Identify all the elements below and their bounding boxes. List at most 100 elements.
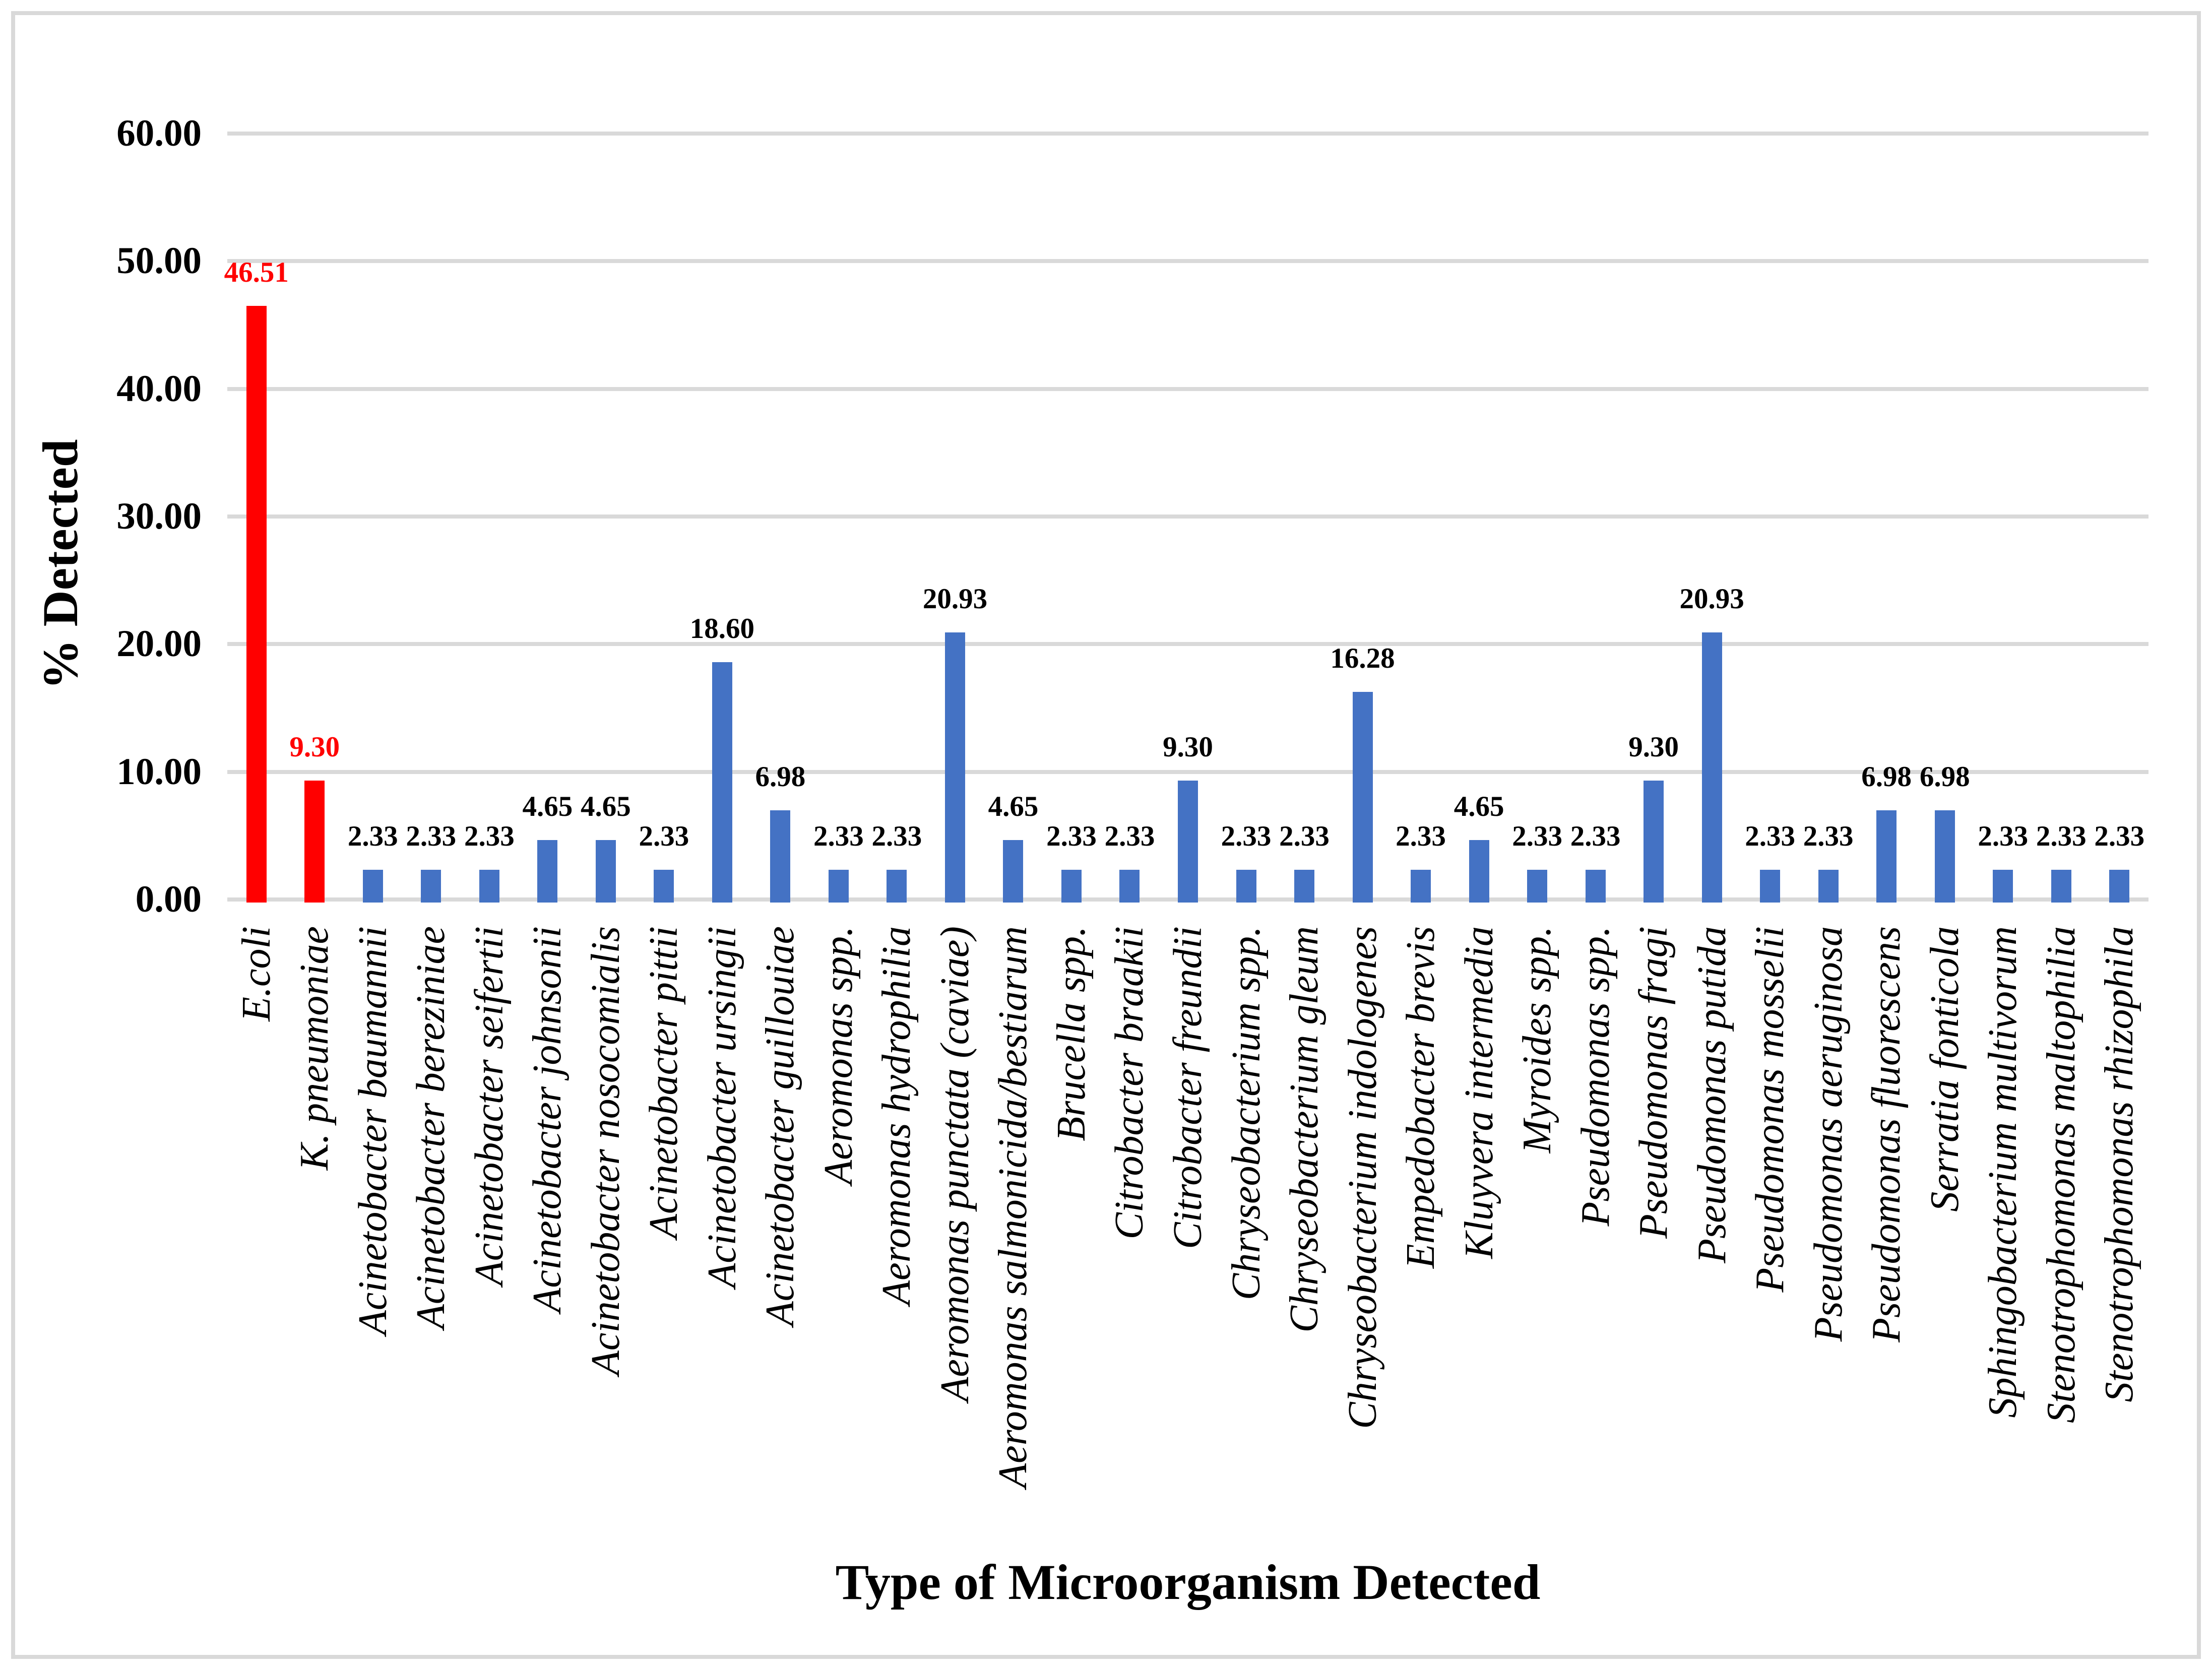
category-label: Acinetobacter bereziniae	[409, 926, 454, 1329]
category-label: Pseudomonas putida	[1689, 926, 1734, 1263]
bar-value-label: 2.33	[639, 820, 689, 852]
bar	[595, 840, 616, 903]
bar-value-label: 2.33	[1745, 820, 1796, 852]
bar-value-label: 2.33	[1803, 820, 1854, 852]
category-label: Citrobacter braakii	[1107, 926, 1152, 1240]
category-label: Acinetobacter seifertii	[467, 926, 512, 1286]
category-label: Chryseobacterium spp.	[1224, 926, 1269, 1301]
bar	[887, 869, 907, 903]
bar	[537, 840, 558, 903]
category-label: Acinetobacter johnsonii	[525, 926, 570, 1313]
bar-value-label: 2.33	[1221, 820, 1272, 852]
y-tick-label: 20.00	[116, 623, 202, 665]
bar	[2109, 869, 2130, 903]
bar-value-label: 46.51	[224, 256, 289, 288]
bar	[1061, 869, 1082, 903]
bar-value-label: 16.28	[1330, 642, 1395, 674]
bar	[362, 869, 383, 903]
bar-value-label: 20.93	[1679, 583, 1744, 615]
category-label: Aeromonas salmonicida/bestiarum	[991, 926, 1036, 1488]
category-label: K. pneumoniae	[292, 926, 337, 1171]
bar	[1644, 781, 1664, 903]
bar	[479, 869, 499, 903]
bar-value-label: 2.33	[347, 820, 398, 852]
category-label: Stenotrophomonas maltophilia	[2039, 926, 2083, 1423]
y-tick-label: 0.00	[135, 878, 202, 920]
category-label: Brucella spp.	[1049, 926, 1094, 1141]
category-label: Pseudomonas fluorescens	[1864, 926, 1909, 1342]
bar	[2051, 869, 2071, 903]
bar-value-label: 4.65	[522, 791, 573, 823]
bar-value-label: 9.30	[1628, 731, 1679, 763]
bar-value-label: 4.65	[988, 791, 1039, 823]
bar	[1993, 869, 2013, 903]
bar-value-label: 6.98	[755, 761, 806, 793]
bar	[1294, 869, 1315, 903]
category-label: Pseudomonas fragi	[1631, 926, 1676, 1239]
category-label: Pseudomonas mosselii	[1748, 926, 1793, 1293]
bar-value-label: 2.33	[1104, 820, 1155, 852]
x-axis-title: Type of Microorganism Detected	[835, 1554, 1541, 1610]
bar	[1527, 869, 1548, 903]
bar	[1178, 781, 1198, 903]
bar-value-label: 6.98	[1919, 761, 1970, 793]
bar	[1701, 632, 1722, 903]
bar	[1003, 840, 1024, 903]
category-label: Serratia fonticola	[1922, 926, 1967, 1212]
category-label: Citrobacter freundii	[1166, 926, 1210, 1249]
category-label: E.coli	[234, 926, 279, 1021]
bar	[1352, 691, 1373, 903]
y-tick-label: 30.00	[116, 495, 202, 537]
bar-value-label: 9.30	[1163, 731, 1213, 763]
bar	[1119, 869, 1140, 903]
bar-value-label: 2.33	[1570, 820, 1621, 852]
bar	[654, 869, 674, 903]
bar	[246, 305, 267, 903]
y-tick-label: 50.00	[116, 240, 202, 282]
category-label: Acinetobacter nosocomialis	[583, 926, 628, 1375]
category-label: Sphingobacterium multivorum	[1981, 926, 2026, 1418]
bar	[1236, 869, 1256, 903]
gridline	[227, 515, 2148, 519]
gridline	[227, 769, 2148, 774]
category-label: Pseudomonas aeruginosa	[1806, 926, 1851, 1342]
bar	[1760, 869, 1781, 903]
bar	[1818, 869, 1839, 903]
bar-value-label: 2.33	[813, 820, 864, 852]
figure-border	[11, 11, 2201, 1659]
bar-value-label: 20.93	[922, 583, 988, 615]
bar-value-label: 2.33	[1396, 820, 1446, 852]
category-label: Kluyvera intermedia	[1457, 926, 1501, 1259]
gridline	[227, 132, 2148, 136]
bar-value-label: 2.33	[1512, 820, 1562, 852]
bar-value-label: 2.33	[464, 820, 515, 852]
bar	[1876, 810, 1897, 903]
bar	[421, 869, 441, 903]
bar-value-label: 2.33	[1046, 820, 1097, 852]
bar-value-label: 18.60	[689, 612, 754, 645]
y-tick-label: 10.00	[116, 750, 202, 793]
y-tick-label: 40.00	[116, 367, 202, 410]
bar-value-label: 2.33	[2094, 820, 2145, 852]
bar	[828, 869, 849, 903]
bar-value-label: 6.98	[1861, 761, 1912, 793]
bar-value-label: 4.65	[580, 791, 631, 823]
bar-value-label: 2.33	[871, 820, 922, 852]
bar	[1934, 810, 1955, 903]
bar-value-label: 2.33	[2036, 820, 2087, 852]
gridline	[227, 259, 2148, 264]
bar-value-label: 2.33	[1279, 820, 1330, 852]
category-label: Chryseobacterium indologenes	[1340, 926, 1385, 1429]
gridline	[227, 387, 2148, 391]
category-label: Pseudomonas spp.	[1573, 926, 1618, 1227]
category-label: Stenotrophomonas rhizophila	[2097, 926, 2142, 1402]
bar	[1469, 840, 1489, 903]
y-tick-label: 60.00	[116, 112, 202, 154]
bar-value-label: 2.33	[406, 820, 457, 852]
bar	[712, 662, 732, 903]
category-label: Aeromonas punctata (caviae)	[932, 926, 977, 1402]
category-label: Acinetobacter guillouiae	[758, 926, 803, 1326]
bar	[770, 810, 791, 903]
gridline	[227, 642, 2148, 647]
bar-value-label: 4.65	[1453, 791, 1504, 823]
